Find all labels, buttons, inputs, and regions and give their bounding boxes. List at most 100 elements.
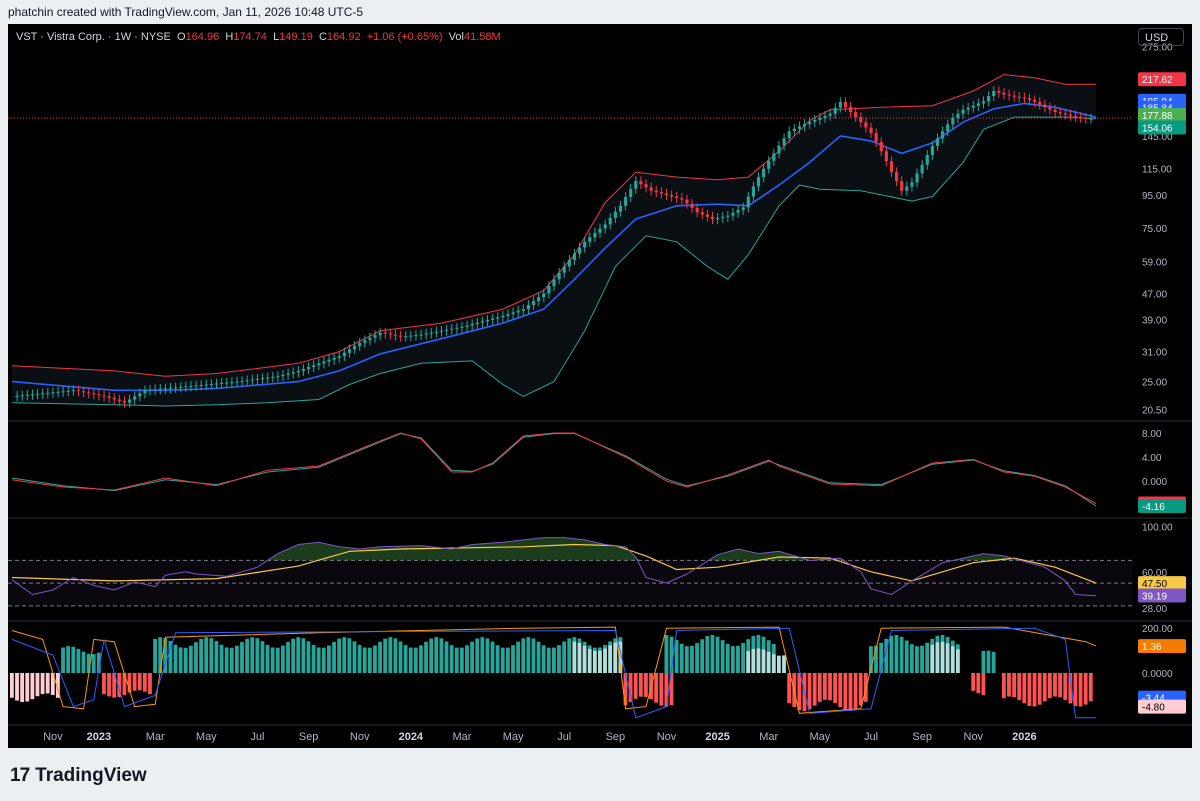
candle-body xyxy=(1033,100,1037,102)
osc-histogram-bar xyxy=(434,637,439,673)
osc-histogram-bar xyxy=(10,673,14,698)
candle-body xyxy=(971,105,975,108)
chart-canvas[interactable]: 275.00215.00145.00115.0095.0075.0059.004… xyxy=(8,24,1192,748)
osc-histogram-bar xyxy=(664,634,669,673)
time-axis-tick: Mar xyxy=(759,731,778,743)
candle-body xyxy=(864,122,868,128)
osc-histogram-bar xyxy=(163,638,168,673)
osc-histogram-bar xyxy=(986,650,991,673)
candle-body xyxy=(429,332,433,334)
open-value: 164.96 xyxy=(185,31,220,43)
candle-body xyxy=(122,401,127,403)
candle-body xyxy=(491,318,495,320)
candle-body xyxy=(649,187,653,191)
osc-histogram-bar xyxy=(577,642,582,673)
osc-histogram-bar xyxy=(812,673,817,706)
osc-histogram-bar xyxy=(81,651,86,673)
osc-histogram-bar xyxy=(122,673,127,696)
osc-histogram-bar xyxy=(413,647,418,673)
candle-body xyxy=(347,349,352,353)
osc-histogram-bar xyxy=(746,651,751,673)
candle-body xyxy=(961,109,965,114)
currency-button[interactable]: USD xyxy=(1138,28,1184,46)
candle-body xyxy=(721,216,725,218)
macd-label-box xyxy=(1138,498,1186,513)
osc-axis-label: -3.44 xyxy=(1142,694,1165,705)
candle-body xyxy=(393,334,398,336)
macd-axis-tick: 4.00 xyxy=(1142,453,1162,464)
osc-histogram-bar xyxy=(194,642,198,673)
osc-histogram-bar xyxy=(250,637,255,673)
candle-body xyxy=(808,121,812,124)
candle-body xyxy=(685,199,689,204)
osc-histogram-bar xyxy=(562,641,567,673)
candle-body xyxy=(128,399,132,403)
osc-histogram-bar xyxy=(833,673,838,704)
osc-histogram-bar xyxy=(137,673,142,691)
candle-body xyxy=(276,376,280,378)
macd-axis-tick: 8.00 xyxy=(1142,429,1162,440)
time-axis-tick: Nov xyxy=(657,731,677,743)
osc-histogram-bar xyxy=(654,673,659,703)
candle-body xyxy=(56,391,60,393)
price-label-box xyxy=(1138,120,1186,135)
candle-body xyxy=(312,365,316,368)
osc-histogram-bar xyxy=(107,673,111,697)
osc-histogram-bar xyxy=(219,644,224,673)
candle-body xyxy=(342,352,346,357)
osc-histogram-bar xyxy=(459,647,464,673)
high-label: H xyxy=(225,31,234,43)
candle-body xyxy=(516,310,520,313)
osc-histogram-bar xyxy=(1063,673,1068,700)
osc-histogram-bar xyxy=(76,648,81,673)
candle-body xyxy=(199,384,203,386)
osc-axis-tick: 200.00 xyxy=(1142,624,1173,635)
time-axis-tick: Mar xyxy=(146,731,165,743)
osc-histogram-bar xyxy=(557,645,561,673)
osc-histogram-bar xyxy=(991,651,996,673)
osc-histogram-bar xyxy=(797,673,802,711)
candle-body xyxy=(1058,112,1062,114)
candle-body xyxy=(736,210,740,213)
osc-histogram-bar xyxy=(142,673,147,692)
price-axis-tick: 20.50 xyxy=(1142,405,1167,416)
osc-line-orange xyxy=(11,626,1097,714)
osc-histogram-bar xyxy=(260,641,265,673)
candle-body xyxy=(997,91,1001,93)
candle-body xyxy=(547,286,551,294)
time-axis-tick: Jul xyxy=(250,731,264,743)
osc-histogram-bar xyxy=(183,647,188,673)
footer: 17 TradingView xyxy=(0,748,1200,801)
candle-body xyxy=(1017,96,1021,98)
candle-body xyxy=(833,107,837,114)
candle-body xyxy=(373,335,377,338)
symbol-label[interactable]: VST · Vistra Corp. · 1W · NYSE xyxy=(16,31,171,43)
candle-body xyxy=(306,367,311,369)
candle-body xyxy=(1048,107,1052,110)
osc-histogram-bar xyxy=(117,673,122,698)
candle-body xyxy=(1068,114,1073,116)
osc-histogram-bar xyxy=(470,641,474,673)
close-value: 164.92 xyxy=(326,31,361,43)
osc-histogram-bar xyxy=(904,640,909,673)
time-axis-tick: May xyxy=(503,731,524,743)
time-axis-tick: Nov xyxy=(350,731,370,743)
chart-svg[interactable]: 275.00215.00145.00115.0095.0075.0059.004… xyxy=(8,24,1192,748)
candle-body xyxy=(266,377,270,379)
candle-body xyxy=(485,319,490,322)
rsi-axis-tick: 60.00 xyxy=(1142,568,1167,579)
osc-histogram-bar xyxy=(153,638,157,673)
osc-histogram-bar xyxy=(199,638,203,673)
candle-body xyxy=(148,389,152,391)
osc-histogram-bar xyxy=(275,647,280,673)
osc-histogram-bar xyxy=(367,647,372,673)
candle-body xyxy=(81,391,86,393)
tradingview-brand[interactable]: 17 TradingView xyxy=(10,765,147,787)
osc-histogram-bar xyxy=(741,643,745,673)
osc-histogram-bar xyxy=(30,673,35,700)
osc-histogram-bar xyxy=(690,645,694,673)
candle-body xyxy=(823,115,827,118)
osc-histogram-bar xyxy=(679,643,684,673)
osc-histogram-bar xyxy=(296,637,301,673)
osc-histogram-bar xyxy=(700,639,705,673)
